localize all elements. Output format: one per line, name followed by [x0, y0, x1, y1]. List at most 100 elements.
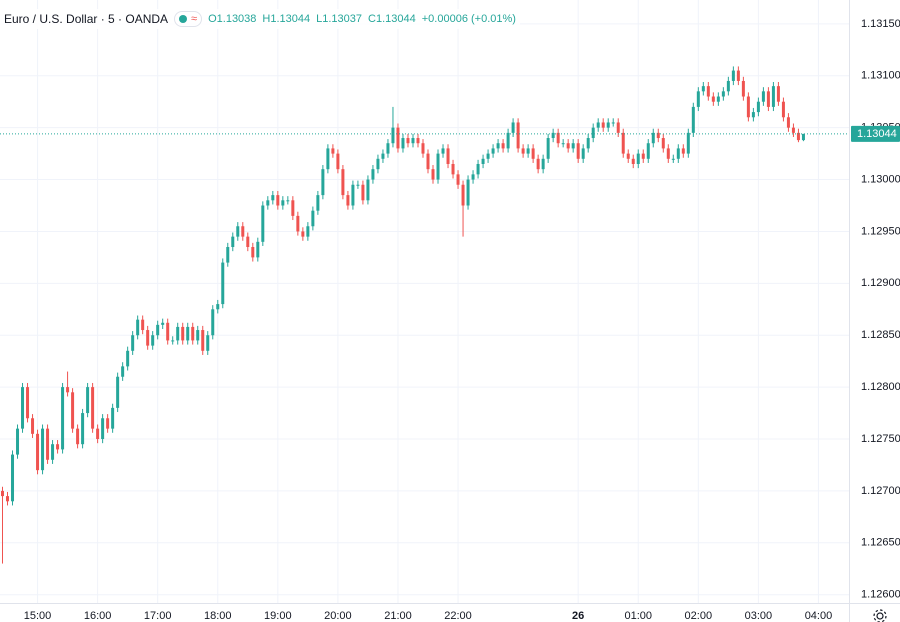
- candle-body: [196, 330, 200, 341]
- candle-body: [441, 148, 445, 154]
- candle-body: [731, 70, 735, 81]
- change: +0.00006 (+0.01%): [421, 13, 516, 25]
- candle-body: [626, 153, 630, 159]
- candle-body: [351, 184, 355, 206]
- status-badge[interactable]: ≈: [174, 11, 203, 27]
- candle-body: [556, 132, 560, 144]
- candle-body: [156, 324, 160, 336]
- candle-body: [716, 96, 720, 102]
- candle-body: [211, 309, 215, 336]
- candle-body: [401, 138, 405, 149]
- candle-body: [86, 387, 90, 414]
- candle-body: [711, 96, 715, 102]
- candle-body: [676, 148, 680, 159]
- candle-body: [721, 91, 725, 97]
- candle-body: [421, 143, 425, 154]
- candle-body: [526, 148, 530, 154]
- candle-body: [221, 262, 225, 305]
- candle-body: [256, 241, 260, 258]
- candle-body: [521, 148, 525, 154]
- candle-body: [336, 153, 340, 170]
- candle-body: [366, 179, 370, 201]
- x-tick-label: 19:00: [264, 610, 292, 622]
- candle-body: [771, 86, 775, 107]
- candle-body: [566, 143, 570, 149]
- candle-body: [766, 91, 770, 107]
- candle-body: [586, 138, 590, 149]
- candle-body: [251, 247, 255, 258]
- candle-body: [71, 392, 75, 429]
- candle-body: [666, 148, 670, 159]
- candle-body: [706, 86, 710, 97]
- candle-body: [116, 376, 120, 408]
- candle-body: [146, 330, 150, 346]
- x-tick-label: 26: [572, 610, 584, 622]
- candle-body: [136, 319, 140, 336]
- candle-body: [571, 143, 575, 149]
- candle-body: [456, 174, 460, 185]
- candle-body: [661, 138, 665, 149]
- candle-body: [141, 319, 145, 331]
- x-tick-label: 22:00: [444, 610, 472, 622]
- candle-body: [751, 112, 755, 118]
- candle-body: [36, 433, 40, 471]
- candle-body: [361, 184, 365, 201]
- candle-body: [216, 304, 220, 310]
- candle-body: [246, 236, 250, 248]
- candle-body: [396, 127, 400, 149]
- y-tick-label: 1.12600: [861, 589, 900, 601]
- candle-body: [481, 158, 485, 164]
- candle-body: [736, 70, 740, 81]
- candle-body: [631, 158, 635, 164]
- candle-body: [646, 143, 650, 159]
- candle-body: [26, 387, 30, 419]
- candle-body: [531, 148, 535, 159]
- candle-body: [746, 96, 750, 118]
- candle-body: [486, 153, 490, 159]
- candle-body: [101, 418, 105, 440]
- candle-body: [581, 148, 585, 159]
- candle-body: [501, 143, 505, 149]
- candle-body: [376, 158, 380, 170]
- candle-body: [681, 148, 685, 154]
- candle-body: [496, 143, 500, 149]
- candle-body: [276, 195, 280, 206]
- y-tick-label: 1.13000: [861, 173, 900, 185]
- candle-body: [356, 184, 360, 186]
- settings-icon[interactable]: [873, 609, 887, 622]
- candle-body: [611, 122, 615, 124]
- symbol-title: Euro / U.S. Dollar · 5 · OANDA: [4, 12, 169, 26]
- candle-body: [21, 387, 25, 429]
- candle-body: [616, 122, 620, 133]
- candle-body: [231, 236, 235, 248]
- candle-body: [121, 366, 125, 377]
- candle-body: [311, 210, 315, 227]
- candle-body: [171, 340, 175, 342]
- candle-body: [411, 138, 415, 144]
- x-tick-label: 18:00: [204, 610, 232, 622]
- x-tick-label: 03:00: [745, 610, 773, 622]
- candle-body: [561, 143, 565, 145]
- candle-body: [536, 158, 540, 170]
- candle-body: [691, 106, 695, 133]
- candle-body: [271, 195, 275, 201]
- candle-body: [31, 418, 35, 434]
- candle-body: [151, 335, 155, 346]
- candle-body: [671, 158, 675, 160]
- candle-body: [541, 158, 545, 170]
- candle-body: [516, 122, 520, 149]
- candle-body: [651, 132, 655, 144]
- candle-body: [1, 490, 5, 497]
- x-tick-label: 02:00: [685, 610, 713, 622]
- candle-body: [491, 148, 495, 154]
- candle-body: [551, 132, 555, 139]
- candle-body: [701, 86, 705, 92]
- candle-body: [291, 200, 295, 216]
- candle-body: [286, 200, 290, 202]
- y-tick-label: 1.13100: [861, 70, 900, 82]
- y-tick-label: 1.12800: [861, 381, 900, 393]
- candle-body: [46, 428, 50, 460]
- candle-body: [741, 80, 745, 97]
